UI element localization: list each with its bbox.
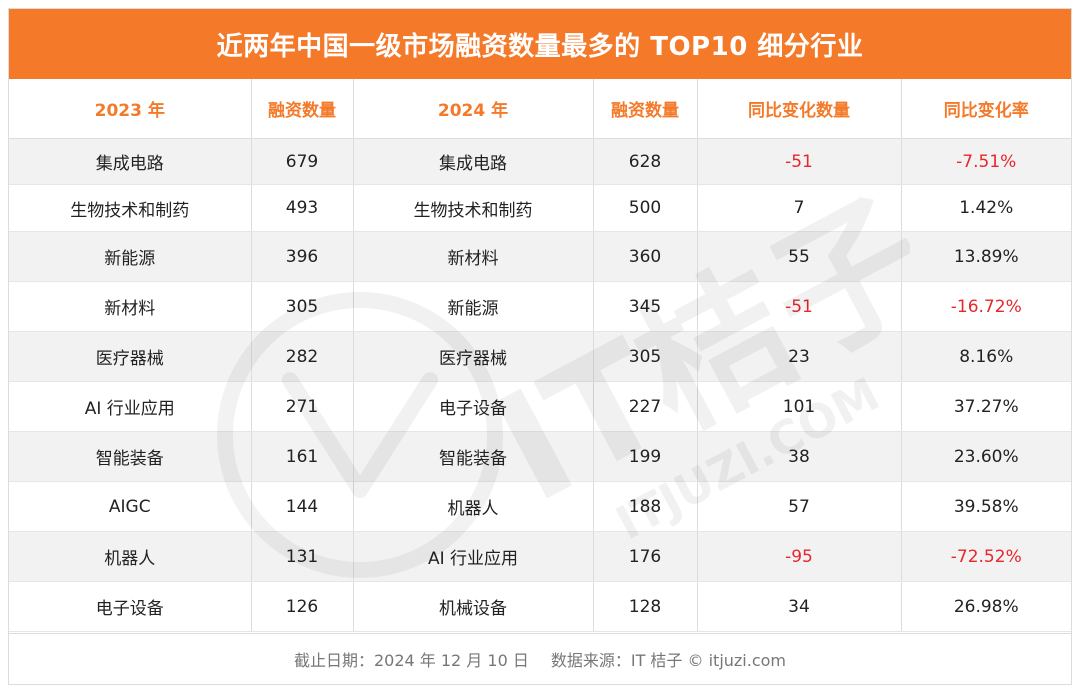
cell-2024-industry: 集成电路: [353, 138, 594, 185]
cell-2024-industry: 生物技术和制药: [353, 184, 594, 232]
cell-yoy-change: 7: [697, 184, 902, 232]
cell-2024-count: 227: [593, 381, 698, 432]
table-row: 医疗器械 282 医疗器械 305 23 8.16%: [9, 331, 1071, 382]
cell-2024-industry: 医疗器械: [353, 331, 594, 382]
cell-2023-industry: 新能源: [9, 231, 252, 282]
table-row: 新材料 305 新能源 345 -51 -16.72%: [9, 281, 1071, 332]
cell-2023-industry: 机器人: [9, 531, 252, 582]
cell-yoy-change: -95: [697, 531, 902, 582]
cell-yoy-rate: 13.89%: [901, 231, 1071, 282]
cell-2023-industry: 智能装备: [9, 431, 252, 482]
page-title: 近两年中国一级市场融资数量最多的 TOP10 细分行业: [216, 31, 864, 62]
cell-2024-count: 628: [593, 138, 698, 185]
cell-2024-industry: 电子设备: [353, 381, 594, 432]
cell-2023-count: 493: [251, 184, 354, 232]
table-row: 智能装备 161 智能装备 199 38 23.60%: [9, 431, 1071, 482]
table-row: 机器人 131 AI 行业应用 176 -95 -72.52%: [9, 531, 1071, 582]
cell-2024-count: 360: [593, 231, 698, 282]
cell-yoy-rate: -16.72%: [901, 281, 1071, 332]
cell-2023-industry: 生物技术和制药: [9, 184, 252, 232]
cell-2024-count: 128: [593, 581, 698, 632]
cell-2023-industry: 新材料: [9, 281, 252, 332]
table-row: AIGC 144 机器人 188 57 39.58%: [9, 481, 1071, 532]
cell-2023-industry: AIGC: [9, 481, 252, 532]
table-row: 生物技术和制药 493 生物技术和制药 500 7 1.42%: [9, 184, 1071, 232]
cell-yoy-rate: 1.42%: [901, 184, 1071, 232]
header-2023-count: 融资数量: [251, 79, 354, 139]
cell-2024-industry: 智能装备: [353, 431, 594, 482]
cell-2024-industry: 新材料: [353, 231, 594, 282]
cell-2023-count: 282: [251, 331, 354, 382]
cell-yoy-rate: 26.98%: [901, 581, 1071, 632]
cell-yoy-rate: 23.60%: [901, 431, 1071, 482]
cell-2024-count: 500: [593, 184, 698, 232]
cell-yoy-change: 23: [697, 331, 902, 382]
cell-2023-count: 271: [251, 381, 354, 432]
table-row: 集成电路 679 集成电路 628 -51 -7.51%: [9, 138, 1071, 185]
cell-2023-count: 305: [251, 281, 354, 332]
cell-2023-industry: 电子设备: [9, 581, 252, 632]
cell-yoy-change: -51: [697, 281, 902, 332]
cell-2024-industry: 新能源: [353, 281, 594, 332]
cell-yoy-rate: -72.52%: [901, 531, 1071, 582]
cell-yoy-rate: 39.58%: [901, 481, 1071, 532]
table-row: 电子设备 126 机械设备 128 34 26.98%: [9, 581, 1071, 632]
cell-yoy-change: 55: [697, 231, 902, 282]
cell-yoy-rate: 37.27%: [901, 381, 1071, 432]
cell-yoy-change: 57: [697, 481, 902, 532]
cell-2024-count: 188: [593, 481, 698, 532]
data-table: 2023 年 融资数量 2024 年 融资数量 同比变化数量 同比变化率 集成电…: [9, 79, 1071, 632]
header-yoy-rate: 同比变化率: [901, 79, 1071, 139]
cell-yoy-change: 38: [697, 431, 902, 482]
cell-2023-count: 144: [251, 481, 354, 532]
cell-yoy-change: -51: [697, 138, 902, 185]
cell-2023-industry: 集成电路: [9, 138, 252, 185]
table-row: 新能源 396 新材料 360 55 13.89%: [9, 231, 1071, 282]
cell-2023-count: 126: [251, 581, 354, 632]
footer-source: 数据来源：IT 桔子 © itjuzi.com: [550, 651, 787, 670]
cell-2023-count: 396: [251, 231, 354, 282]
cell-2024-industry: 机械设备: [353, 581, 594, 632]
cell-2024-count: 199: [593, 431, 698, 482]
table-card: 近两年中国一级市场融资数量最多的 TOP10 细分行业 2023 年 融资数量 …: [8, 8, 1072, 685]
footer-note: 截止日期：2024 年 12 月 10 日 数据来源：IT 桔子 © itjuz…: [9, 633, 1071, 684]
cell-yoy-change: 101: [697, 381, 902, 432]
cell-2023-count: 161: [251, 431, 354, 482]
footer-date: 截止日期：2024 年 12 月 10 日: [293, 651, 529, 670]
header-yoy-change: 同比变化数量: [697, 79, 902, 139]
title-bar: 近两年中国一级市场融资数量最多的 TOP10 细分行业: [9, 9, 1071, 79]
cell-yoy-rate: -7.51%: [901, 138, 1071, 185]
cell-2024-count: 176: [593, 531, 698, 582]
header-2024-count: 融资数量: [593, 79, 698, 139]
cell-2023-industry: 医疗器械: [9, 331, 252, 382]
cell-2024-count: 305: [593, 331, 698, 382]
cell-yoy-rate: 8.16%: [901, 331, 1071, 382]
cell-2023-industry: AI 行业应用: [9, 381, 252, 432]
cell-2023-count: 679: [251, 138, 354, 185]
header-row: 2023 年 融资数量 2024 年 融资数量 同比变化数量 同比变化率: [9, 79, 1071, 139]
header-2023-industry: 2023 年: [9, 79, 252, 139]
cell-2023-count: 131: [251, 531, 354, 582]
header-2024-industry: 2024 年: [353, 79, 594, 139]
cell-2024-industry: AI 行业应用: [353, 531, 594, 582]
cell-2024-count: 345: [593, 281, 698, 332]
table-row: AI 行业应用 271 电子设备 227 101 37.27%: [9, 381, 1071, 432]
cell-yoy-change: 34: [697, 581, 902, 632]
cell-2024-industry: 机器人: [353, 481, 594, 532]
